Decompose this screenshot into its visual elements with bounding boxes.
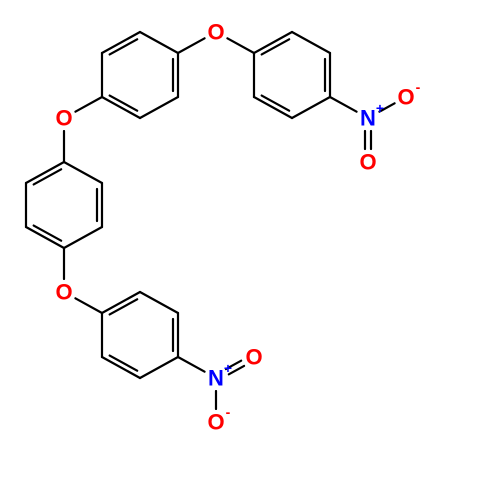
charge-label: +: [376, 100, 384, 116]
charge-label: +: [224, 360, 232, 376]
charge-label: -: [226, 404, 231, 420]
o-atom-label: O: [245, 345, 262, 370]
o-atom-label: O: [359, 150, 376, 175]
n-atom-label: N: [360, 106, 376, 131]
o-atom-label: O: [207, 410, 224, 435]
o-atom-label: O: [397, 85, 414, 110]
charge-label: -: [416, 79, 421, 95]
molecule-diagram: OON+O-OON+OO-: [0, 0, 500, 500]
n-atom-label: N: [208, 366, 224, 391]
o-atom-label: O: [207, 20, 224, 45]
o-atom-label: O: [55, 106, 72, 131]
o-atom-label: O: [55, 280, 72, 305]
